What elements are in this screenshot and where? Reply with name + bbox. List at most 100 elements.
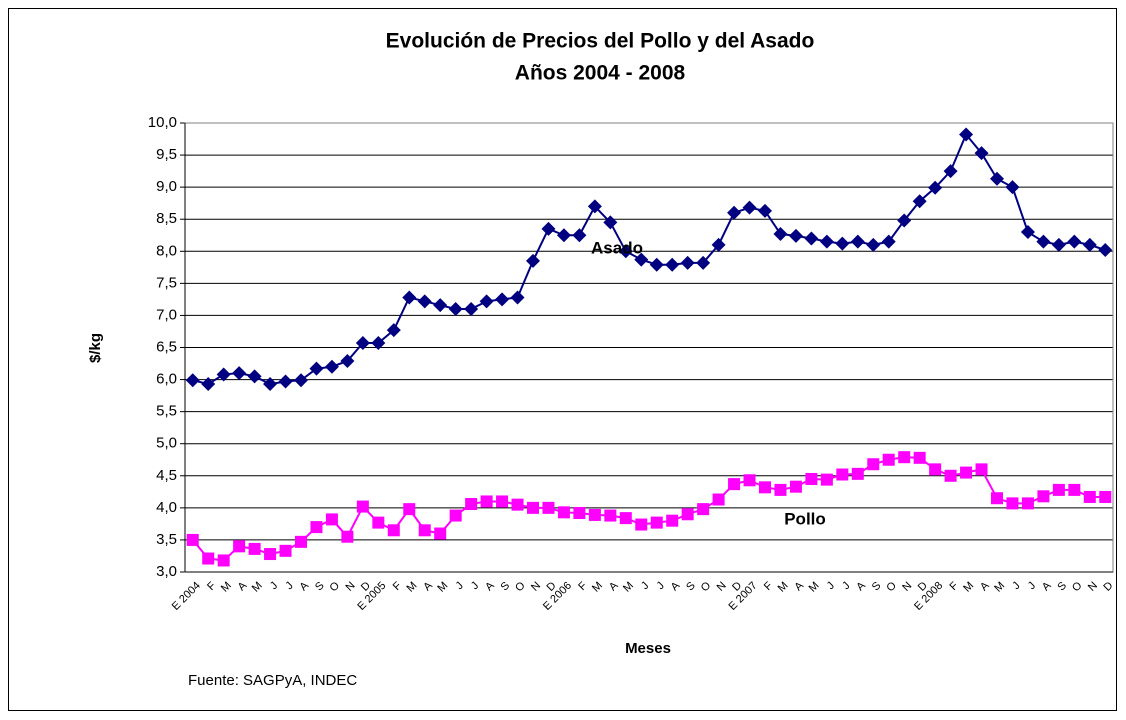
series-annotation: Pollo: [784, 509, 826, 528]
point-marker: [233, 540, 246, 553]
point-marker: [990, 171, 1004, 186]
point-marker: [634, 252, 649, 267]
point-marker: [557, 506, 570, 519]
point-marker: [247, 369, 262, 384]
point-marker: [1020, 225, 1035, 240]
point-marker: [341, 530, 354, 543]
y-tick-label: 6,0: [156, 371, 177, 388]
point-marker: [449, 509, 462, 522]
point-marker: [186, 533, 199, 546]
point-marker: [526, 253, 540, 268]
point-marker: [434, 527, 447, 540]
point-marker: [789, 480, 802, 493]
point-marker: [310, 521, 323, 534]
point-marker: [666, 514, 679, 527]
series-annotation: Asado: [591, 238, 643, 257]
y-tick-label: 5,5: [156, 403, 177, 420]
point-marker: [387, 524, 400, 537]
point-marker: [386, 323, 401, 338]
point-marker: [294, 373, 308, 388]
point-marker: [1082, 237, 1097, 252]
point-marker: [850, 234, 865, 249]
point-marker: [1036, 234, 1051, 249]
point-marker: [264, 548, 277, 561]
point-marker: [495, 292, 510, 307]
y-tick-label: 7,0: [156, 306, 177, 323]
point-marker: [572, 228, 587, 243]
point-marker: [279, 544, 292, 557]
point-marker: [881, 234, 896, 249]
point-marker: [185, 373, 200, 388]
point-marker: [974, 146, 989, 161]
point-marker: [759, 481, 771, 494]
point-marker: [604, 509, 617, 522]
point-marker: [866, 237, 881, 252]
y-tick-label: 4,5: [156, 467, 177, 484]
point-marker: [882, 453, 895, 466]
point-marker: [680, 255, 695, 270]
point-marker: [944, 469, 957, 482]
point-marker: [649, 257, 664, 272]
point-marker: [232, 366, 247, 381]
y-tick-label: 5,0: [156, 435, 177, 452]
point-marker: [929, 463, 942, 476]
point-marker: [542, 501, 555, 514]
y-tick-label: 7,5: [156, 274, 177, 291]
point-marker: [991, 492, 1003, 505]
point-marker: [417, 294, 432, 309]
point-marker: [1099, 490, 1112, 503]
point-marker: [1037, 490, 1050, 503]
point-marker: [758, 203, 772, 218]
point-marker: [913, 451, 926, 464]
point-marker: [355, 336, 370, 351]
point-marker: [1083, 490, 1096, 503]
point-marker: [217, 554, 230, 567]
point-marker: [573, 506, 586, 519]
point-marker: [248, 542, 261, 555]
point-marker: [836, 468, 849, 481]
point-marker: [773, 226, 788, 241]
point-marker: [527, 501, 539, 514]
point-marker: [1021, 497, 1034, 510]
point-marker: [928, 180, 943, 195]
point-marker: [479, 294, 494, 309]
point-marker: [263, 377, 278, 392]
point-marker: [340, 353, 355, 368]
chart-border: [8, 8, 1117, 711]
y-tick-label: 6,5: [156, 338, 177, 355]
point-marker: [541, 221, 556, 236]
point-marker: [1098, 243, 1113, 258]
point-marker: [619, 512, 632, 525]
point-marker: [278, 374, 293, 389]
point-marker: [650, 516, 663, 529]
point-marker: [697, 503, 710, 516]
point-marker: [216, 367, 231, 382]
point-marker: [696, 255, 711, 270]
chart-subtitle: Años 2004 - 2008: [515, 62, 686, 85]
point-marker: [356, 500, 369, 513]
x-axis-label: Meses: [625, 640, 671, 657]
point-marker: [1052, 483, 1065, 496]
point-marker: [510, 290, 525, 305]
y-tick-label: 4,0: [156, 499, 177, 516]
point-marker: [960, 466, 973, 479]
point-marker: [743, 474, 756, 487]
point-marker: [898, 451, 911, 464]
point-marker: [603, 215, 618, 230]
point-marker: [711, 237, 726, 252]
y-tick-label: 10,0: [148, 114, 177, 131]
point-marker: [867, 458, 880, 471]
point-marker: [325, 513, 338, 526]
y-tick-label: 8,0: [156, 242, 177, 259]
point-marker: [1051, 237, 1066, 252]
point-marker: [295, 535, 307, 548]
point-marker: [618, 244, 633, 259]
point-marker: [1067, 234, 1082, 249]
point-marker: [727, 205, 742, 220]
point-marker: [804, 231, 819, 246]
point-marker: [588, 508, 601, 521]
source-note: Fuente: SAGPyA, INDEC: [188, 672, 357, 689]
point-marker: [371, 336, 386, 351]
point-marker: [496, 495, 509, 508]
point-marker: [464, 302, 479, 317]
